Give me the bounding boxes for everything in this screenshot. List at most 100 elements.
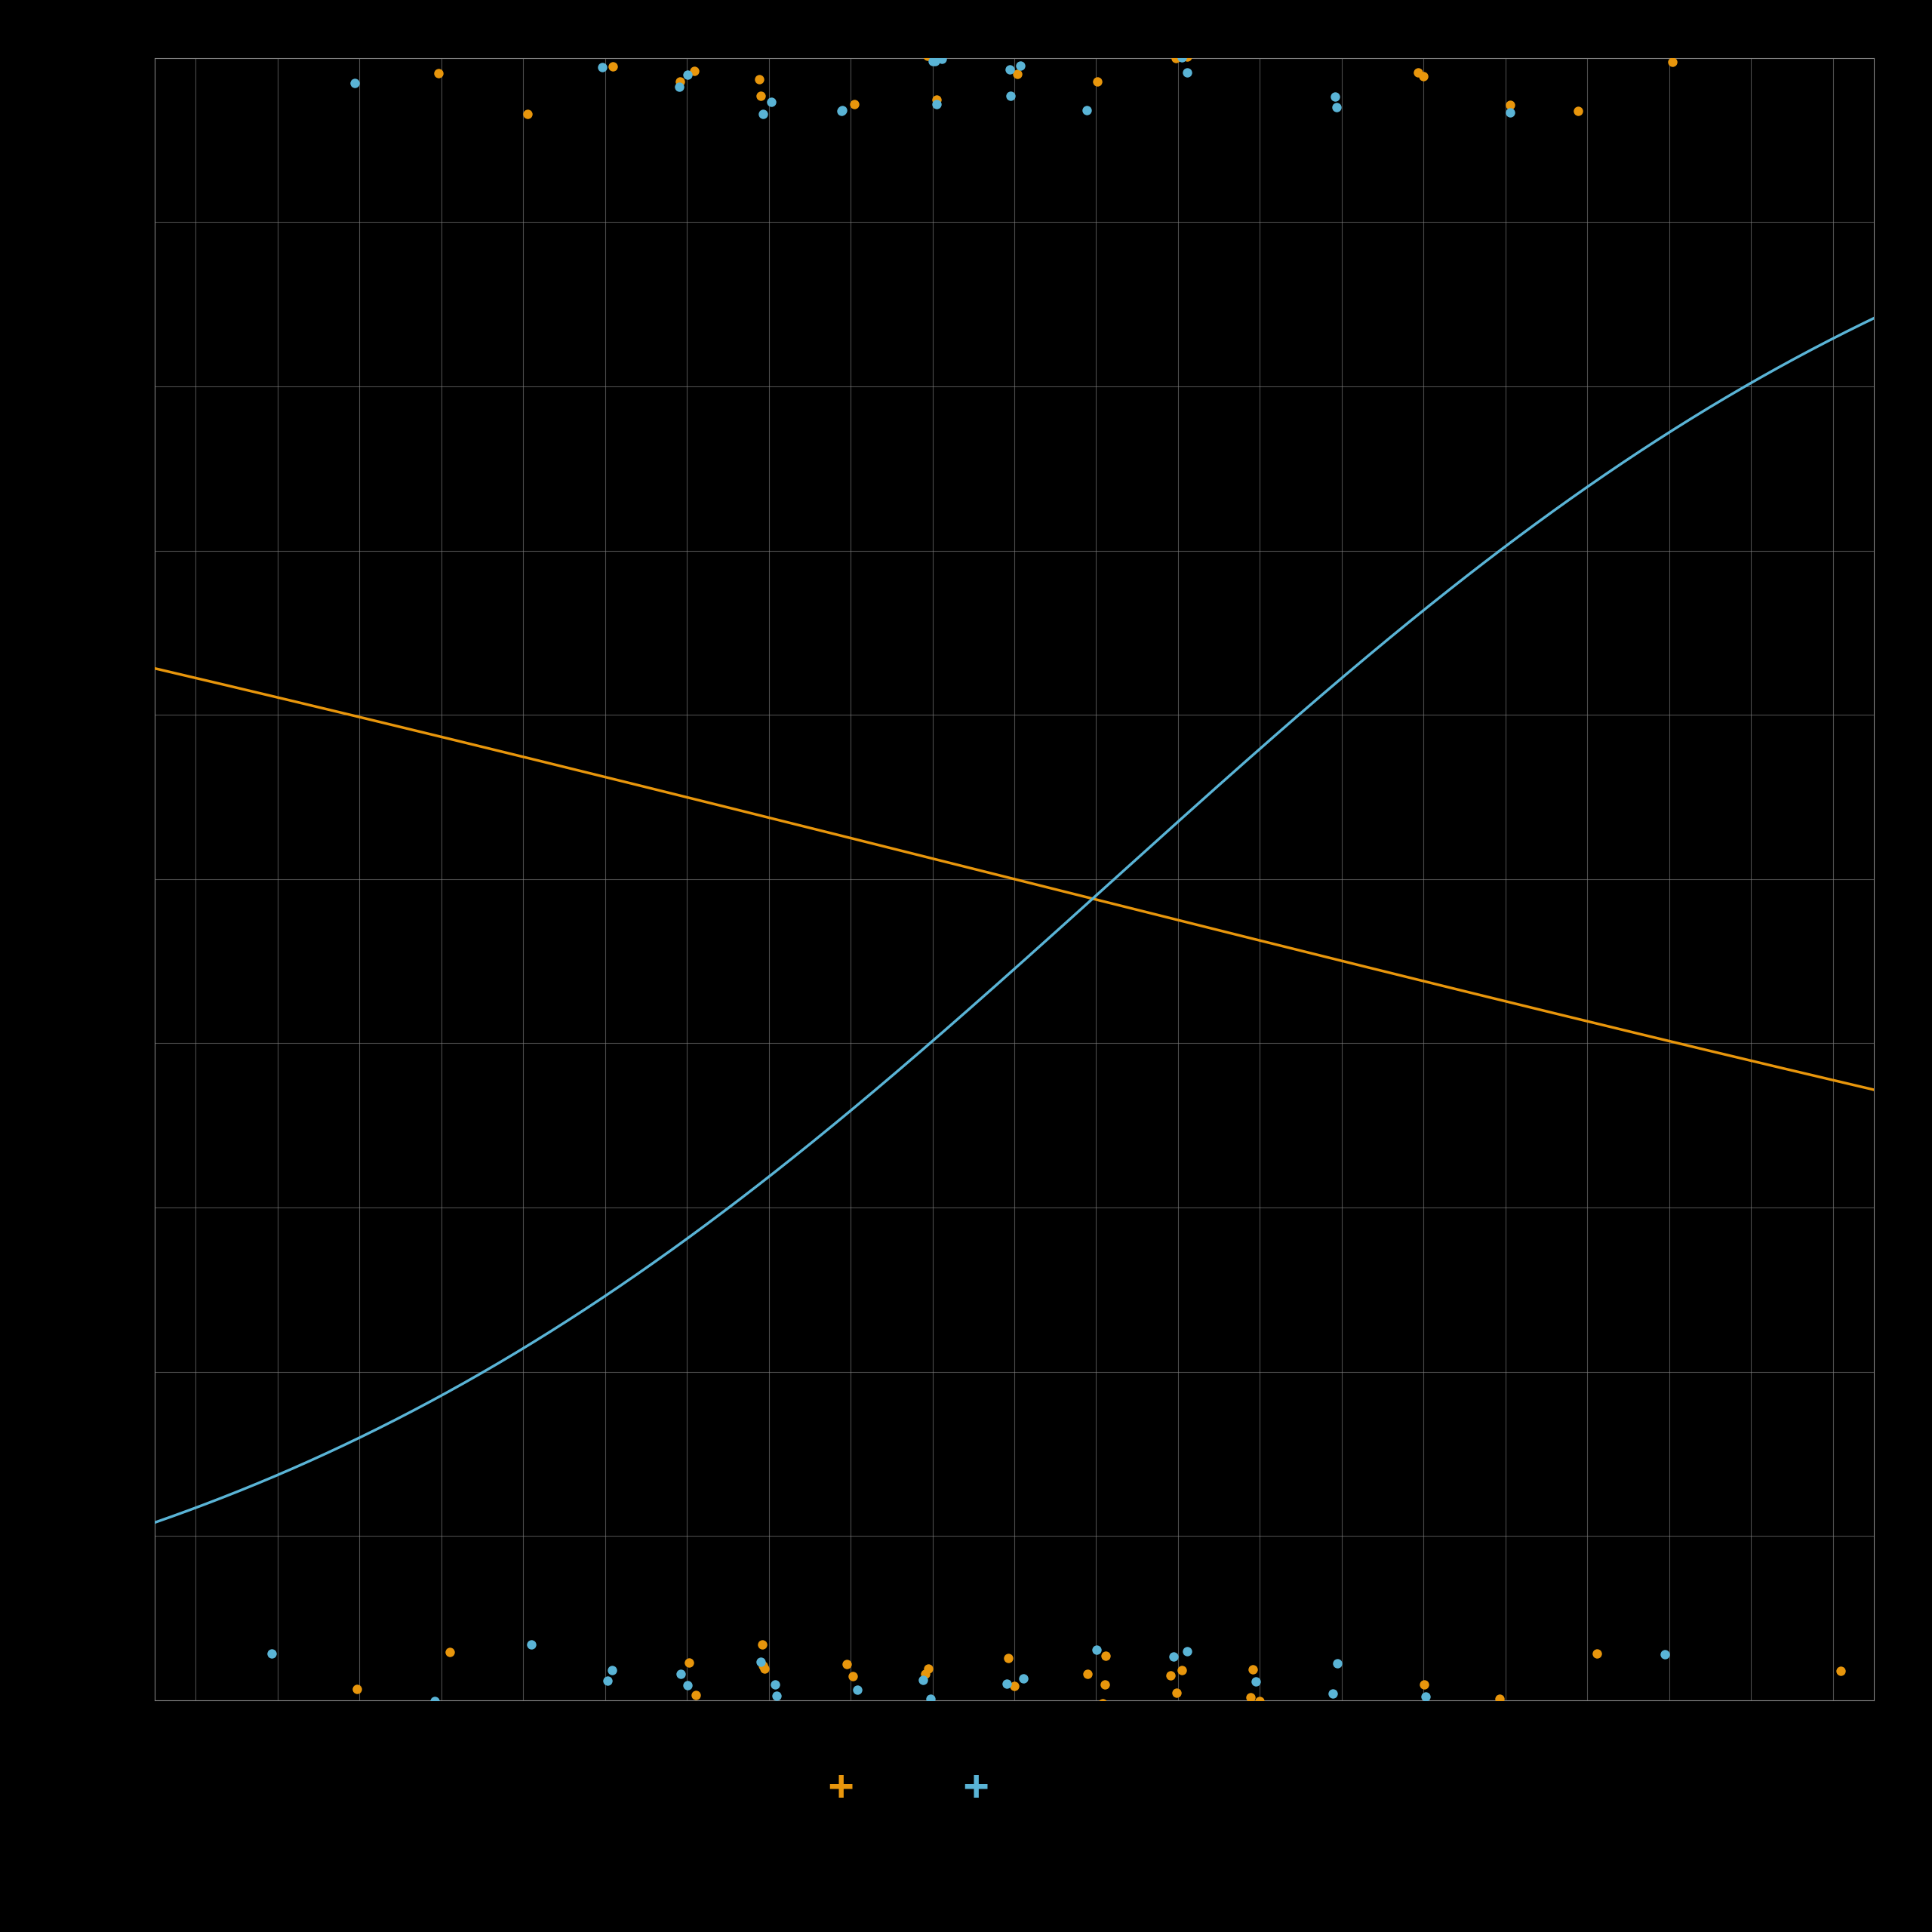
Point — [340, 68, 371, 99]
Point — [1159, 1729, 1190, 1760]
Point — [665, 1658, 696, 1689]
Point — [665, 66, 696, 97]
Point — [1076, 0, 1107, 31]
Point — [665, 71, 696, 102]
Point — [757, 37, 788, 68]
Point — [829, 1706, 860, 1737]
Point — [1169, 29, 1200, 60]
Point — [835, 1719, 866, 1750]
Point — [922, 83, 952, 114]
Point — [678, 1700, 709, 1731]
Point — [1161, 43, 1192, 73]
Point — [1405, 1739, 1435, 1770]
Point — [997, 29, 1028, 60]
Point — [593, 0, 624, 19]
Point — [918, 1741, 949, 1772]
Point — [746, 1646, 777, 1677]
Point — [842, 1675, 873, 1706]
Point — [663, 2, 694, 33]
Point — [431, 1731, 462, 1762]
Point — [672, 1669, 703, 1700]
Point — [1320, 81, 1350, 112]
Point — [920, 29, 951, 60]
Point — [597, 1654, 628, 1685]
Point — [1005, 15, 1036, 46]
Point — [510, 1719, 541, 1750]
Point — [1403, 56, 1434, 87]
Point — [925, 43, 956, 73]
Point — [1335, 1692, 1366, 1723]
Point — [916, 1683, 947, 1714]
Point — [995, 79, 1026, 110]
Point — [1082, 66, 1113, 97]
Point — [516, 0, 547, 25]
Point — [1078, 8, 1109, 39]
Point — [1329, 1729, 1360, 1760]
Point — [419, 1687, 450, 1718]
Point — [1408, 1669, 1439, 1700]
Point — [914, 1733, 945, 1764]
Point — [1167, 43, 1198, 73]
Point — [837, 19, 867, 50]
Point — [914, 0, 945, 31]
Point — [995, 1698, 1026, 1729]
Point — [257, 1638, 288, 1669]
Point — [1157, 0, 1188, 25]
Point — [423, 58, 454, 89]
Point — [1171, 56, 1202, 87]
Point — [835, 1741, 866, 1772]
Point — [829, 19, 860, 50]
Point — [1240, 1665, 1271, 1696]
Point — [831, 1648, 862, 1679]
Point — [514, 1714, 545, 1745]
Point — [1244, 1685, 1275, 1716]
Point — [587, 52, 618, 83]
Point — [1003, 58, 1034, 89]
Point — [352, 0, 383, 23]
Point — [1321, 1648, 1352, 1679]
Point — [516, 1629, 547, 1660]
Point — [1246, 25, 1277, 56]
Point — [1157, 1642, 1188, 1673]
Point — [1321, 1739, 1352, 1770]
Point — [1173, 41, 1204, 71]
Point — [1090, 1640, 1121, 1671]
Point — [1321, 93, 1352, 124]
Point — [748, 1629, 779, 1660]
Point — [663, 1710, 694, 1741]
Point — [746, 81, 777, 112]
Point — [1171, 1636, 1202, 1667]
Point — [1084, 1727, 1115, 1758]
Point — [748, 99, 779, 129]
Point — [1408, 27, 1439, 58]
Point — [995, 1721, 1026, 1752]
Point — [748, 1650, 779, 1681]
Point — [825, 0, 856, 23]
Point — [759, 1725, 790, 1756]
Point — [1236, 1654, 1267, 1685]
Point — [755, 2, 786, 33]
Point — [1155, 1660, 1186, 1690]
Text: +: + — [827, 1768, 854, 1806]
Point — [748, 1733, 779, 1764]
Point — [833, 1721, 864, 1752]
Point — [1650, 1638, 1681, 1669]
Point — [674, 1646, 705, 1677]
Point — [1235, 1683, 1265, 1714]
Point — [672, 60, 703, 91]
Point — [498, 15, 529, 46]
Point — [910, 1658, 941, 1689]
Point — [912, 41, 943, 71]
Point — [1007, 19, 1037, 50]
Point — [1009, 1663, 1039, 1694]
Point — [342, 1673, 373, 1704]
Text: +: + — [962, 1768, 989, 1806]
Point — [989, 1735, 1020, 1766]
Point — [597, 50, 628, 81]
Point — [744, 64, 775, 95]
Point — [1072, 27, 1103, 58]
Point — [1090, 1669, 1121, 1700]
Point — [1327, 8, 1358, 39]
Point — [582, 1698, 612, 1729]
Point — [837, 1662, 867, 1692]
